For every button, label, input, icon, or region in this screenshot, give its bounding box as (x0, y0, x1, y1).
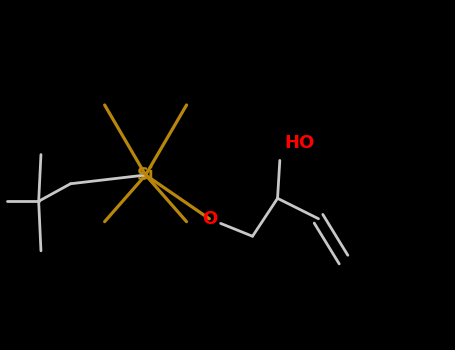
Text: HO: HO (284, 134, 314, 152)
Text: O: O (202, 210, 217, 228)
Text: Si: Si (137, 166, 154, 184)
